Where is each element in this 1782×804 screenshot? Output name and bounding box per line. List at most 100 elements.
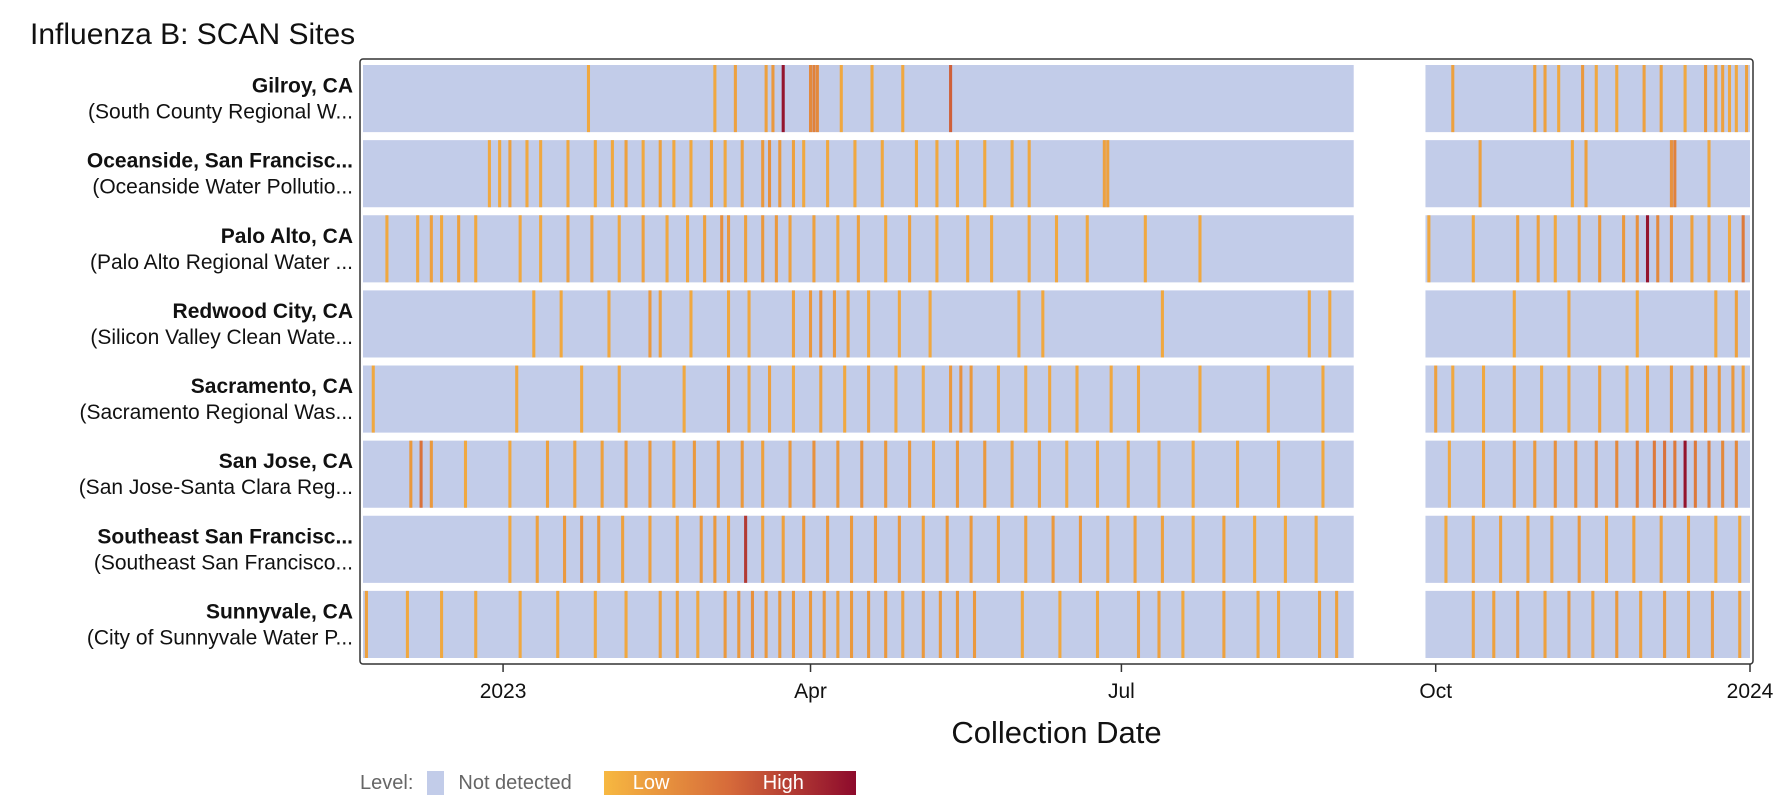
detection-mark [949,365,953,433]
detection-mark [1622,215,1626,283]
row-background [363,440,1750,508]
detection-mark [1683,65,1687,133]
detection-mark [371,365,375,433]
detection-mark [1704,65,1708,133]
detection-mark [1704,365,1708,433]
detection-mark [535,515,539,583]
detection-mark [689,290,693,358]
detection-mark [1143,215,1147,283]
detection-mark [884,440,888,508]
detection-mark [955,440,959,508]
detection-mark [1567,290,1571,358]
detection-mark [812,215,816,283]
detection-mark [1710,590,1714,658]
detection-mark [1160,290,1164,358]
detection-mark [1471,515,1475,583]
detection-mark [1157,590,1161,658]
detection-mark [747,290,751,358]
detection-mark [750,590,754,658]
detection-mark [1095,590,1100,658]
detection-mark [1731,365,1735,433]
site-name-label: Palo Alto, CA [221,225,353,248]
detection-mark [761,215,765,283]
detection-mark [648,440,652,508]
detection-mark [740,440,744,508]
detection-mark [1645,365,1650,433]
detection-mark [901,65,905,133]
detection-mark [1133,515,1137,583]
row-background [363,365,1750,433]
site-name-label: Redwood City, CA [173,300,353,323]
detection-mark [1738,515,1742,583]
detection-mark [808,290,813,358]
detection-mark [846,290,850,358]
detection-mark [880,140,884,208]
detection-mark [1136,365,1141,433]
detection-mark [1526,515,1530,583]
detection-mark [1741,365,1745,433]
detection-mark [1669,365,1673,433]
detection-mark [1020,590,1024,658]
detection-mark [867,590,871,658]
detection-mark [1738,590,1742,658]
detection-mark [938,590,942,658]
detection-mark [1635,215,1639,283]
detection-mark [1048,365,1052,433]
detection-mark [1321,440,1325,508]
detection-mark [1283,515,1287,583]
detection-mark [853,140,857,208]
detection-mark [815,65,819,133]
detection-mark [727,365,731,433]
detection-mark [870,65,874,133]
detection-mark [610,140,614,208]
detection-mark [1550,515,1554,583]
detection-mark [686,215,690,283]
detection-mark [1160,515,1164,583]
detection-mark [774,215,778,283]
detection-mark [1721,65,1725,133]
detection-mark [1126,440,1130,508]
detection-mark [767,140,772,208]
site-subtitle-label: (South County Regional W... [88,101,353,124]
detection-mark [1673,440,1677,508]
detection-mark [1567,365,1571,433]
detection-mark [1027,215,1031,283]
detection-mark [1557,65,1561,133]
detection-mark [1540,365,1544,433]
detection-mark [658,290,662,358]
detection-mark [641,215,645,283]
detection-mark [1734,65,1738,133]
detection-mark [884,215,888,283]
detection-mark [1085,215,1089,283]
detection-mark [713,515,717,583]
detection-mark [429,440,433,508]
detection-mark [737,590,741,658]
detection-mark [1659,515,1663,583]
detection-mark [474,215,478,283]
detection-mark [812,65,816,133]
x-axis-title: Collection Date [951,715,1161,750]
detection-mark [921,590,925,658]
detection-mark [1065,440,1069,508]
detection-mark [1010,140,1014,208]
detection-mark [1512,365,1516,433]
detection-mark [935,140,939,208]
detection-mark [617,215,621,283]
detection-mark [791,290,795,358]
detection-mark [1222,590,1226,658]
detection-mark [1051,515,1055,583]
detection-mark [1553,215,1557,283]
detection-mark [1253,515,1257,583]
legend-not-detected-swatch [427,771,445,795]
detection-mark [539,140,543,208]
detection-mark [385,215,389,283]
detection-mark [405,590,409,658]
row-background [363,515,1750,583]
detection-mark [508,440,512,508]
detection-mark [1656,215,1660,283]
detection-mark [515,365,519,433]
detection-mark [1639,590,1643,658]
site-subtitle-label: (Silicon Valley Clean Wate... [90,326,353,349]
detection-mark [1717,365,1721,433]
detection-mark [788,215,792,283]
